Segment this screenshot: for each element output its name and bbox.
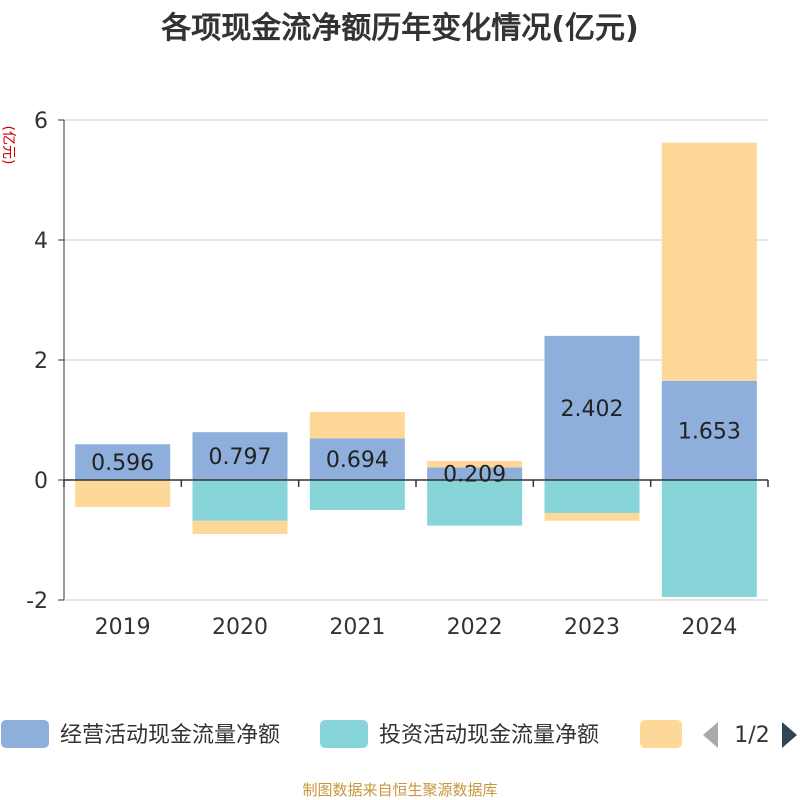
bar-investing-2022[interactable] — [427, 480, 523, 526]
bar-third-2020[interactable] — [192, 520, 288, 534]
source-note: 制图数据来自恒生聚源数据库 — [302, 781, 497, 799]
bar-third-2019[interactable] — [75, 480, 171, 507]
bar-third-2022[interactable] — [427, 460, 523, 468]
y-tick-label: -2 — [26, 589, 48, 614]
legend-label-operating[interactable]: 经营活动现金流量净额 — [60, 723, 280, 748]
axes — [58, 119, 769, 601]
x-tick-label: 2020 — [212, 615, 268, 640]
bars — [75, 142, 757, 597]
data-label-2024: 1.653 — [678, 419, 741, 444]
chart-title: 各项现金流净额历年变化情况(亿元) — [160, 11, 638, 46]
y-tick-label: 6 — [34, 109, 48, 134]
y-tick-label: 2 — [34, 349, 48, 374]
bar-operating-2024[interactable] — [661, 380, 757, 480]
data-labels: 0.596 0.797 0.694 0.209 2.402 1.653 — [91, 397, 741, 488]
bar-third-2021[interactable] — [309, 411, 405, 439]
bar-investing-2020[interactable] — [192, 480, 288, 521]
bar-investing-2023[interactable] — [544, 480, 640, 513]
bar-operating-2022[interactable] — [427, 467, 523, 480]
x-tick-label: 2022 — [447, 615, 503, 640]
y-tick-label: 4 — [34, 229, 48, 254]
bar-third-2023[interactable] — [544, 513, 640, 521]
bar-investing-2024[interactable] — [661, 480, 757, 597]
data-label-2023: 2.402 — [561, 397, 624, 422]
y-axis-unit-label: (亿元) — [0, 126, 16, 165]
legend-swatch-investing[interactable] — [320, 720, 368, 748]
legend: 经营活动现金流量净额 投资活动现金流量净额 1/2 — [1, 720, 797, 748]
legend-pager-text: 1/2 — [734, 723, 769, 748]
bar-third-2024[interactable] — [661, 142, 757, 381]
bar-operating-2021[interactable] — [309, 438, 405, 480]
bar-investing-2021[interactable] — [309, 480, 405, 510]
x-tick-label: 2023 — [564, 615, 620, 640]
data-label-2022: 0.209 — [443, 463, 506, 488]
data-label-2019: 0.596 — [91, 451, 154, 476]
bar-operating-2020[interactable] — [192, 432, 288, 480]
legend-swatch-operating[interactable] — [1, 720, 49, 748]
bar-operating-2019[interactable] — [75, 444, 171, 480]
data-label-2021: 0.694 — [326, 448, 389, 473]
tick-labels: 6 4 2 0 -2 2019 2020 2021 2022 2023 2024 — [26, 109, 737, 640]
legend-next-arrow-icon[interactable] — [782, 722, 797, 748]
data-label-2020: 0.797 — [209, 445, 272, 470]
x-tick-label: 2019 — [95, 615, 151, 640]
y-tick-label: 0 — [34, 469, 48, 494]
legend-prev-arrow-icon[interactable] — [703, 722, 718, 748]
x-tick-label: 2024 — [681, 615, 737, 640]
x-tick-label: 2021 — [329, 615, 385, 640]
bar-operating-2023[interactable] — [544, 335, 640, 480]
legend-label-investing[interactable]: 投资活动现金流量净额 — [379, 723, 599, 748]
legend-swatch-third[interactable] — [640, 720, 682, 748]
